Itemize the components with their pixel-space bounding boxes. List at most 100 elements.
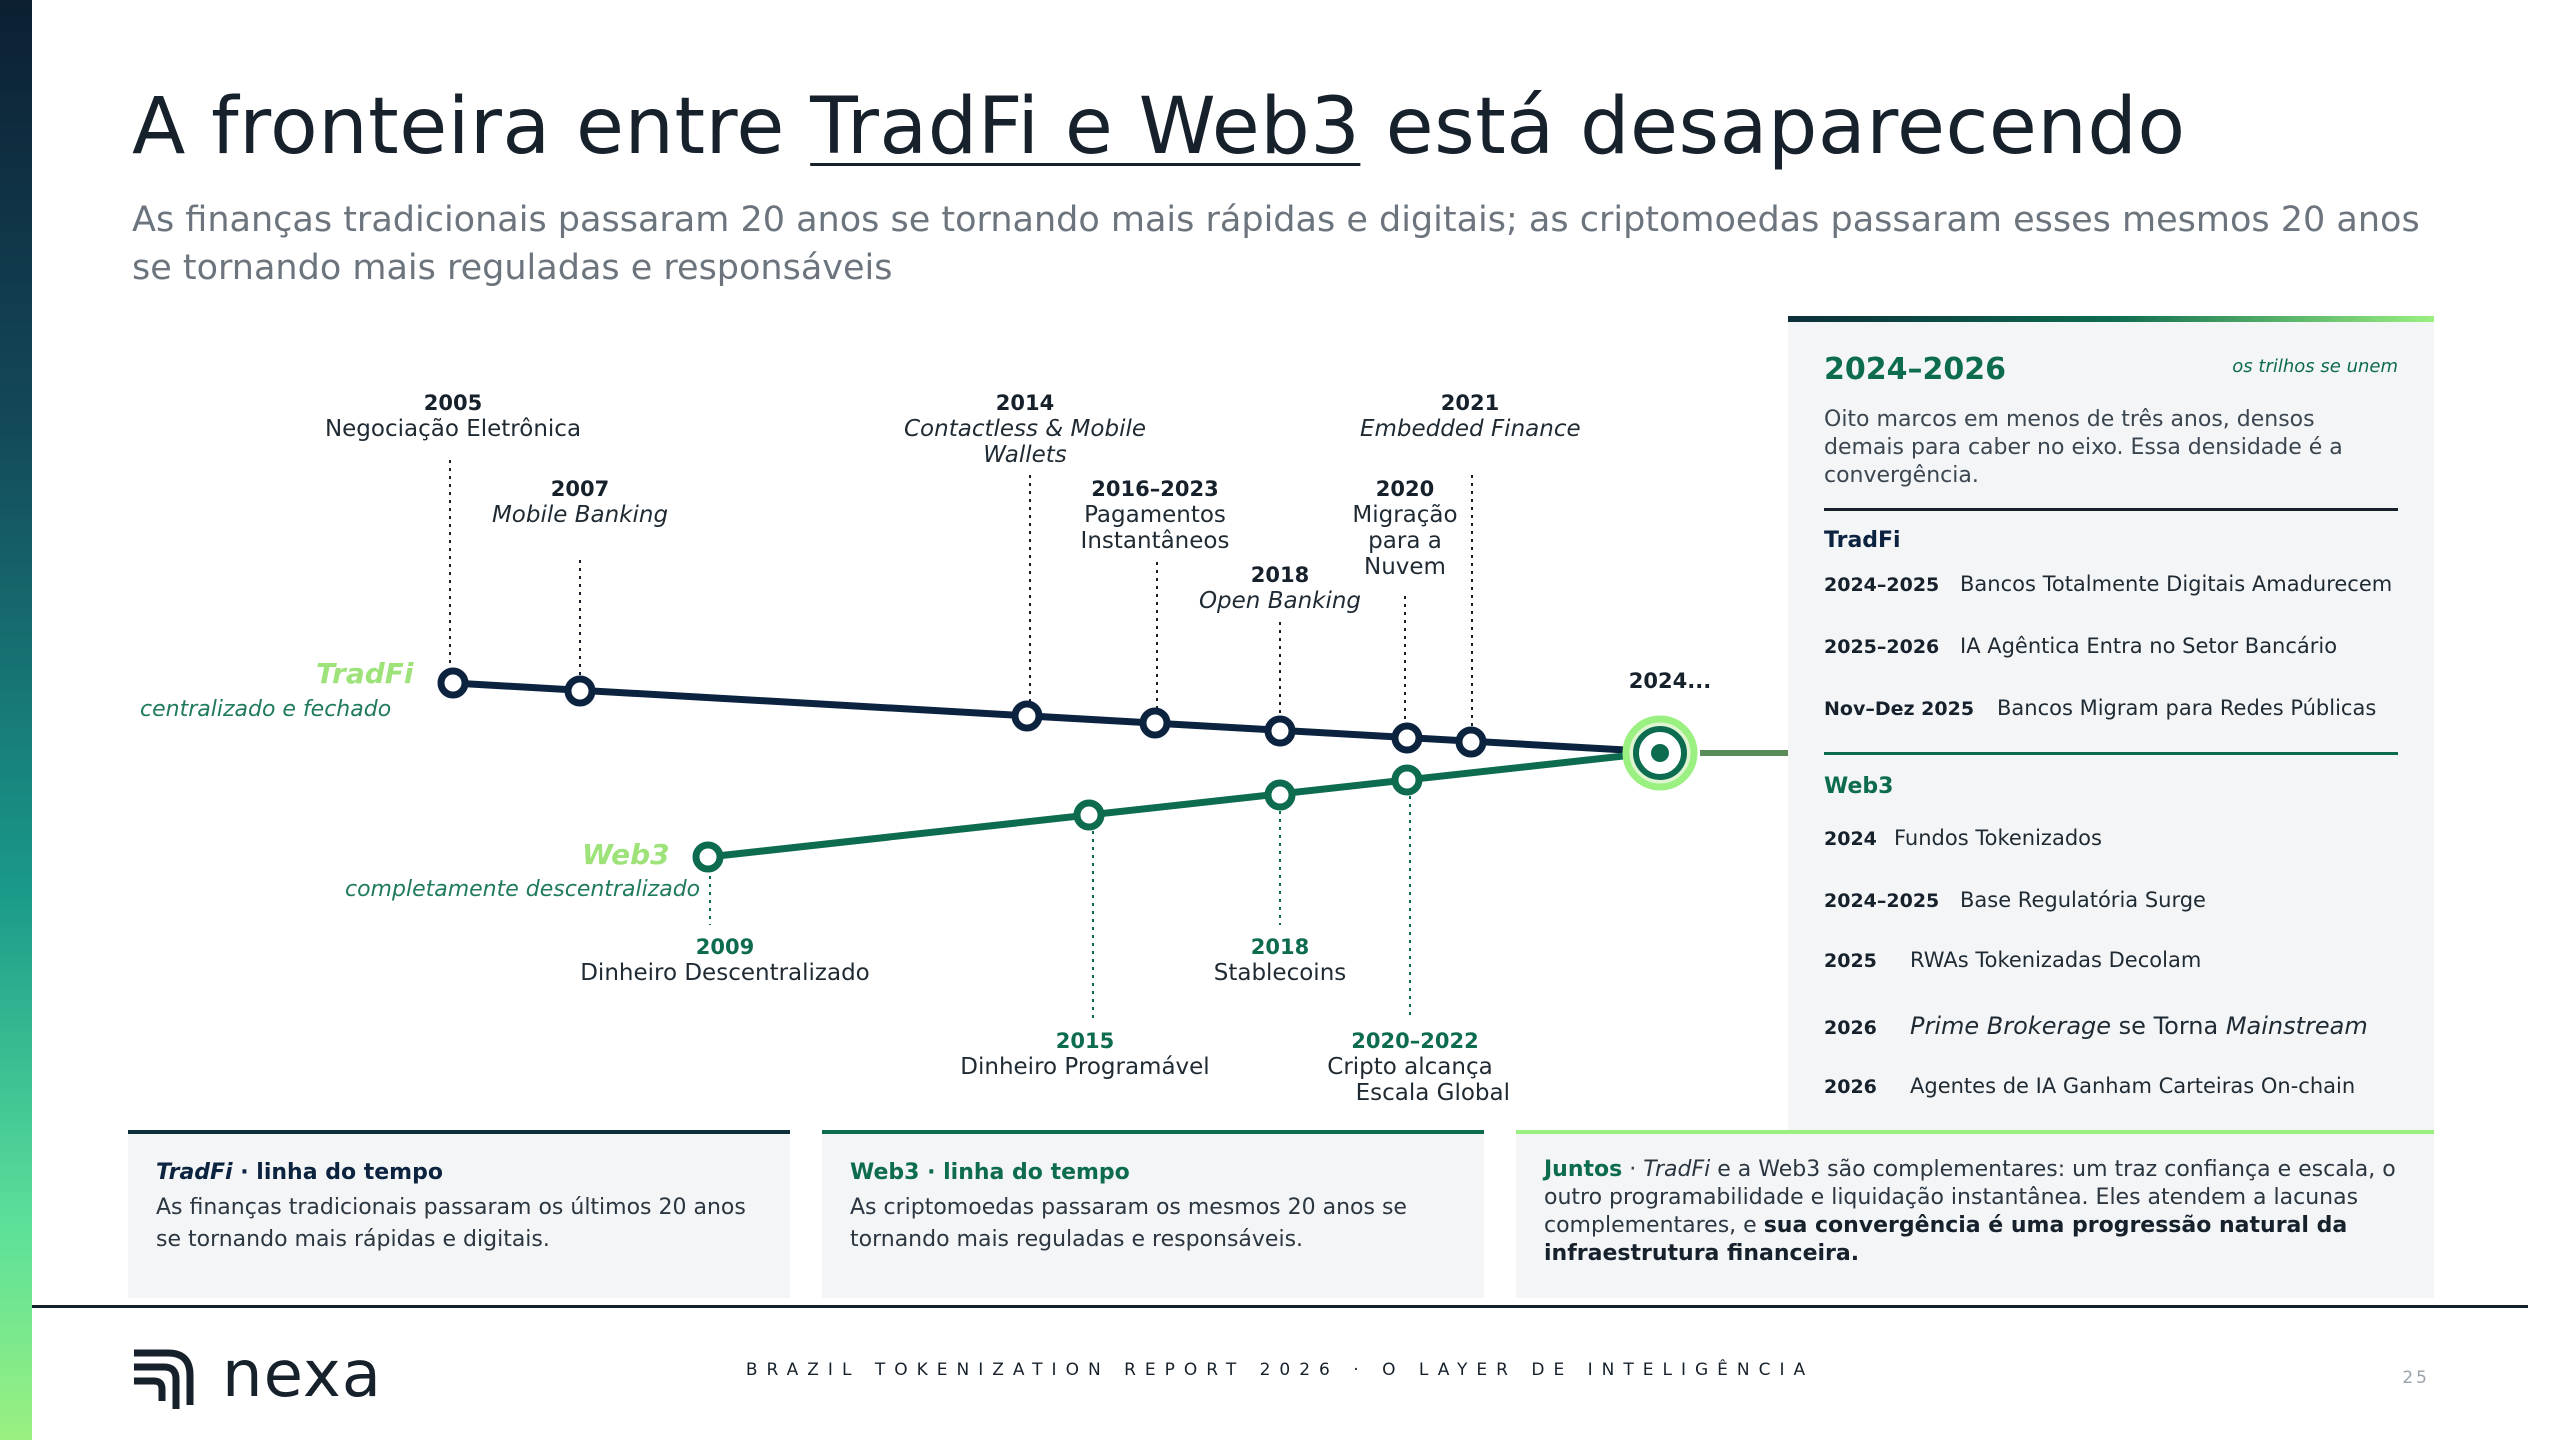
node-2007 (564, 675, 596, 707)
card-em: TradFi (1643, 1157, 1711, 1182)
event-label: Contactless & Mobile Wallets (904, 416, 1146, 468)
event-label: Mobile Banking (491, 502, 669, 528)
node-2018-tradfi (1264, 715, 1296, 747)
side-accent-bar (0, 0, 32, 1440)
brand-logo: nexa (128, 1338, 382, 1412)
panel-web3-title: Web3 (1824, 774, 1894, 799)
node-2016 (1139, 707, 1171, 739)
node-2021 (1455, 726, 1487, 758)
event-year: 2018 (1250, 935, 1310, 959)
event-2021: 2021 Embedded Finance (1360, 390, 1581, 442)
event-year: 2005 (423, 391, 483, 415)
card-title: TradFi · linha do tempo (156, 1160, 443, 1185)
event-year: 2016–2023 (1091, 477, 1219, 501)
event-2020-2022: 2020–2022 Cripto alcança Escala Global (1300, 1028, 1520, 1106)
event-2015: 2015 Dinheiro Programável (950, 1028, 1220, 1080)
panel-item-text: Fundos Tokenizados (1894, 826, 2102, 850)
panel-item-text: Agentes de IA Ganham Carteiras On-chain (1910, 1074, 2356, 1098)
page-title: A fronteira entre TradFi e Web3 está des… (132, 82, 2186, 172)
card-body: e a Web3 são complementares: um traz con… (1544, 1157, 2396, 1238)
node-2005 (437, 667, 469, 699)
panel-item-date: Nov–Dez 2025 (1824, 698, 1975, 720)
event-2009: 2009 Dinheiro Descentralizado (575, 934, 875, 986)
event-label-line2: para a (1368, 528, 1442, 554)
panel-item-date: 2024–2025 (1824, 890, 1940, 912)
panel-item-text: Prime Brokerage se Torna Mainstream (1910, 1012, 2368, 1040)
event-2014: 2014 Contactless & Mobile Wallets (880, 390, 1170, 468)
convergence-year: 2024... (1628, 669, 1712, 693)
card-sep: · (1622, 1157, 1644, 1182)
panel-item-date: 2026 (1824, 1076, 1877, 1098)
panel-tradfi-item: Nov–Dez 2025 Bancos Migram para Redes Pú… (1824, 696, 2404, 720)
panel-divider-tradfi (1824, 508, 2398, 511)
event-year: 2020–2022 (1351, 1029, 1479, 1053)
card-title-rest: · linha do tempo (232, 1160, 443, 1185)
panel-item-date: 2025 (1824, 950, 1877, 972)
node-2014 (1011, 700, 1043, 732)
card-text: As criptomoedas passaram os mesmos 20 an… (850, 1195, 1407, 1252)
page-subtitle: As finanças tradicionais passaram 20 ano… (132, 200, 2420, 288)
event-label: Embedded Finance (1360, 416, 1581, 442)
event-2005: 2005 Negociação Eletrônica (313, 390, 593, 442)
panel-item-text: Base Regulatória Surge (1960, 888, 2206, 912)
panel-item-em1: Prime Brokerage (1910, 1012, 2112, 1040)
tradfi-series-sub: centralizado e fechado (140, 697, 392, 722)
node-2018-web3 (1264, 779, 1296, 811)
event-year: 2014 (995, 391, 1055, 415)
card-title: Web3 · linha do tempo (850, 1160, 1130, 1185)
convergence-node-core (1651, 744, 1669, 762)
event-label: Dinheiro Descentralizado (580, 960, 870, 986)
node-2015 (1073, 799, 1105, 831)
event-year: 2007 (550, 477, 610, 501)
event-label: Open Banking (1198, 588, 1362, 614)
event-2007: 2007 Mobile Banking (450, 476, 710, 528)
convergence-panel: 2024–2026 os trilhos se unem Oito marcos… (1788, 316, 2434, 1130)
panel-tradfi-title: TradFi (1824, 528, 1901, 553)
event-label: Stablecoins (1213, 960, 1347, 986)
title-after: está desaparecendo (1360, 82, 2186, 172)
footer-divider (32, 1305, 2528, 1308)
event-label-line1: Pagamentos (1084, 502, 1226, 528)
event-label-line2: Escala Global (1355, 1080, 1510, 1106)
card-lead: Juntos (1544, 1157, 1623, 1182)
web3-line (707, 748, 1661, 861)
report-name: BRAZIL TOKENIZATION REPORT 2026 · O LAYE… (745, 1360, 1815, 1380)
panel-item-date: 2026 (1824, 1017, 1877, 1039)
panel-item-text: IA Agêntica Entra no Setor Bancário (1960, 634, 2338, 658)
panel-tradfi-item: 2025–2026 IA Agêntica Entra no Setor Ban… (1824, 634, 2404, 658)
title-highlight: TradFi e Web3 (810, 82, 1361, 172)
node-2009 (692, 841, 724, 873)
card-tradfi-timeline: TradFi · linha do tempo As finanças trad… (128, 1130, 790, 1298)
card-title-em: TradFi (156, 1160, 233, 1185)
panel-item-em2: Mainstream (2225, 1012, 2368, 1040)
event-2020: 2020 Migração para a Nuvem (1340, 476, 1470, 580)
card-together: Juntos · TradFi e a Web3 são complementa… (1516, 1130, 2434, 1298)
panel-description: Oito marcos em menos de três anos, denso… (1824, 407, 2343, 488)
panel-web3-item: 2026 Prime Brokerage se Torna Mainstream (1824, 1012, 2404, 1040)
event-label-line2: Instantâneos (1080, 528, 1230, 554)
panel-range: 2024–2026 (1824, 352, 2006, 387)
panel-divider-web3 (1824, 752, 2398, 755)
event-label: Dinheiro Programável (960, 1054, 1210, 1080)
event-2018-web3: 2018 Stablecoins (1190, 934, 1370, 986)
card-web3-timeline: Web3 · linha do tempo As criptomoedas pa… (822, 1130, 1484, 1298)
panel-item-date: 2024–2025 (1824, 574, 1940, 596)
page-number: 25 (2402, 1368, 2430, 1388)
convergence-label: 2024... (1600, 668, 1740, 694)
event-label-line1: Migração (1352, 502, 1458, 528)
panel-item-text: Bancos Totalmente Digitais Amadurecem (1960, 572, 2393, 596)
event-year: 2009 (695, 935, 755, 959)
panel-web3-item: 2024 Fundos Tokenizados (1824, 826, 2404, 850)
card-text: Juntos · TradFi e a Web3 são complementa… (1544, 1156, 2424, 1268)
node-2020-2022 (1391, 764, 1423, 796)
panel-item-date: 2024 (1824, 828, 1877, 850)
panel-item-text: RWAs Tokenizadas Decolam (1910, 948, 2202, 972)
panel-item-mid: se Torna (2111, 1012, 2226, 1040)
card-text: As finanças tradicionais passaram os últ… (156, 1195, 746, 1252)
event-year: 2015 (1055, 1029, 1115, 1053)
event-year: 2020 (1375, 477, 1435, 501)
brand-name: nexa (222, 1338, 382, 1412)
event-label-line3: Nuvem (1364, 554, 1446, 580)
